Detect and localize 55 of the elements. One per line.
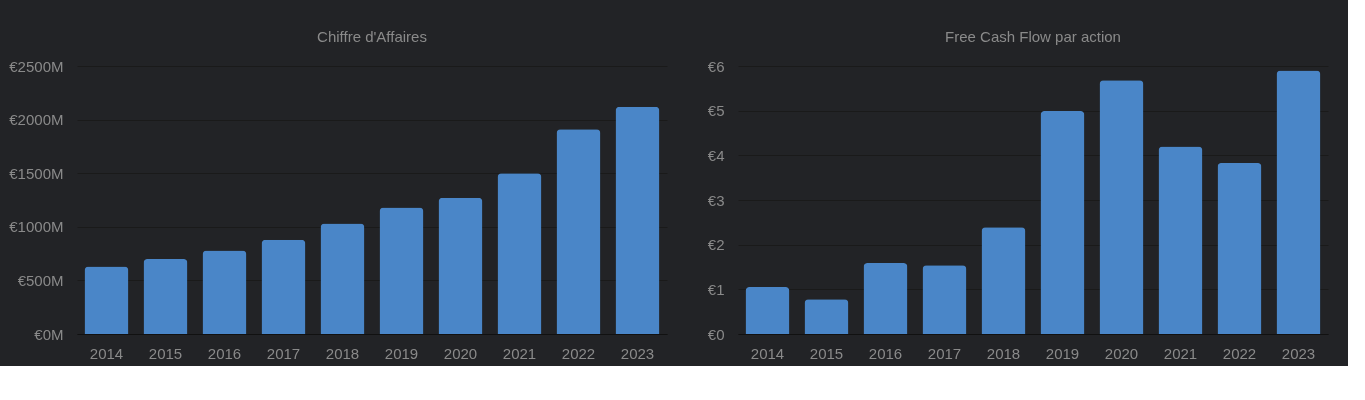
chart-title: Free Cash Flow par action (945, 28, 1121, 45)
x-tick-label: 2022 (1222, 344, 1257, 362)
bar (615, 106, 660, 334)
x-tick-label: 2023 (620, 344, 655, 362)
x-tick-label: 2018 (986, 344, 1021, 362)
x-tick-label: 2017 (927, 344, 962, 362)
bar (745, 287, 790, 334)
y-tick-label: €1500M (9, 164, 64, 182)
y-tick-label: €2 (707, 236, 725, 254)
x-tick-label: 2021 (1163, 344, 1198, 362)
x-tick-label: 2015 (809, 344, 844, 362)
bar (202, 250, 247, 334)
bar (1158, 146, 1203, 334)
bar (556, 129, 601, 334)
y-tick-label: €2000M (9, 111, 64, 129)
x-tick-label: 2016 (868, 344, 903, 362)
bar (438, 197, 483, 334)
x-tick-label: 2018 (325, 344, 360, 362)
x-tick-label: 2019 (1045, 344, 1080, 362)
bar (497, 173, 542, 334)
y-tick-label: €1 (707, 280, 725, 298)
y-tick-label: €0M (34, 325, 64, 343)
y-tick-label: €2500M (9, 57, 64, 75)
bar (143, 258, 188, 334)
y-tick-label: €0 (707, 325, 725, 343)
bar (804, 299, 849, 334)
bar (1040, 111, 1085, 334)
x-tick-label: 2014 (750, 344, 785, 362)
bar (261, 239, 306, 334)
y-tick-label: €3 (707, 191, 725, 209)
x-tick-label: 2019 (384, 344, 419, 362)
y-tick-label: €4 (707, 146, 725, 164)
x-tick-label: 2016 (207, 344, 242, 362)
bar (922, 265, 967, 334)
y-tick-label: €1000M (9, 218, 64, 236)
x-tick-label: 2021 (502, 344, 537, 362)
x-tick-label: 2023 (1281, 344, 1316, 362)
x-tick-label: 2017 (266, 344, 301, 362)
bar (379, 207, 424, 334)
bar (981, 227, 1026, 334)
x-tick-label: 2014 (89, 344, 124, 362)
bar (1276, 70, 1321, 334)
bar (1099, 80, 1144, 334)
bar (863, 262, 908, 334)
y-tick-label: €500M (17, 271, 64, 289)
x-tick-label: 2020 (443, 344, 478, 362)
x-tick-label: 2022 (561, 344, 596, 362)
x-tick-label: 2020 (1104, 344, 1139, 362)
chart-title: Chiffre d'Affaires (317, 28, 427, 45)
bar (84, 266, 129, 334)
y-tick-label: €6 (707, 57, 725, 75)
bar (1217, 162, 1262, 334)
x-tick-label: 2015 (148, 344, 183, 362)
y-tick-label: €5 (707, 102, 725, 120)
bar (320, 223, 365, 334)
